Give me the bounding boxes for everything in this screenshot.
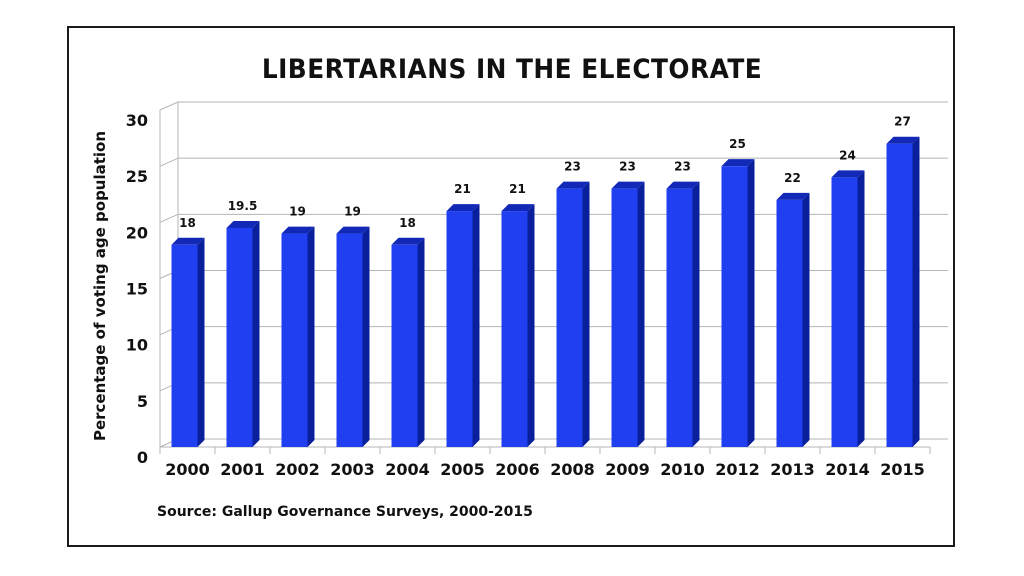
x-tick-label: 2005 [440,460,485,479]
y-tick-label: 5 [137,392,148,411]
bar-side [472,204,480,447]
bar-side [197,237,205,447]
bar [281,233,308,447]
bar-side [912,136,920,447]
data-label: 27 [894,115,911,129]
gridline-diagonal [159,101,179,111]
bar-top [446,204,480,212]
bar-top [886,136,920,144]
x-tick-label: 2014 [825,460,870,479]
x-tick-label: 2006 [495,460,540,479]
data-label: 19 [289,205,306,219]
data-label: 18 [179,216,196,230]
bar-side [802,192,810,447]
bar-side [252,220,260,447]
bar-top [776,192,810,200]
bar-side [637,181,645,447]
gridline-diagonal [159,213,179,223]
x-tick-label: 2015 [880,460,925,479]
x-tick-label: 2009 [605,460,650,479]
bar-top [831,170,865,178]
bar-top [501,204,535,212]
bar [556,188,583,447]
bar-side [362,226,370,447]
x-tick-label: 2004 [385,460,430,479]
data-label: 21 [454,182,471,196]
y-tick-label: 25 [126,167,148,186]
bar [831,177,858,447]
bar-side [527,204,535,447]
bar-side [747,159,755,447]
bar-side [692,181,700,447]
data-label: 24 [839,148,856,162]
bar-top [336,226,370,234]
data-label: 23 [619,160,636,174]
y-tick-label: 30 [126,111,148,130]
data-label: 23 [674,160,691,174]
bar-side [417,237,425,447]
bar-top [611,181,645,189]
bar-top [226,220,260,228]
data-label: 23 [564,160,581,174]
data-label: 21 [509,182,526,196]
bar-side [582,181,590,447]
bar-side [307,226,315,447]
y-tick-label: 0 [137,448,148,467]
x-tick-label: 2012 [715,460,760,479]
bar-top [171,237,205,245]
y-tick-label: 15 [126,280,148,299]
source-note: Source: Gallup Governance Surveys, 2000-… [157,504,533,520]
bar [171,244,198,447]
bar [721,166,748,447]
bar-side [857,170,865,447]
data-label: 19.5 [228,199,258,213]
bar-top [666,181,700,189]
data-label: 22 [784,171,801,185]
gridline-diagonal [159,157,179,167]
x-tick-label: 2008 [550,460,595,479]
x-tick-label: 2000 [165,460,210,479]
x-tick-label: 2003 [330,460,375,479]
bar-top [391,237,425,245]
bar [446,211,473,447]
bar [666,188,693,447]
x-tick-label: 2010 [660,460,705,479]
bar [611,188,638,447]
bar [391,244,418,447]
y-tick-label: 10 [126,336,148,355]
bar-top [721,159,755,167]
bar-top [556,181,590,189]
x-tick-label: 2013 [770,460,815,479]
data-label: 18 [399,216,416,230]
x-tick-label: 2001 [220,460,265,479]
bar-top [281,226,315,234]
data-label: 19 [344,205,361,219]
bar [501,211,528,447]
bar [336,233,363,447]
x-tick-label: 2002 [275,460,320,479]
data-label: 25 [729,137,746,151]
bar [226,227,253,447]
chart-title: LIBERTARIANS IN THE ELECTORATE [261,54,763,85]
y-tick-label: 20 [126,223,148,242]
bar [886,143,913,447]
bar [776,199,803,447]
